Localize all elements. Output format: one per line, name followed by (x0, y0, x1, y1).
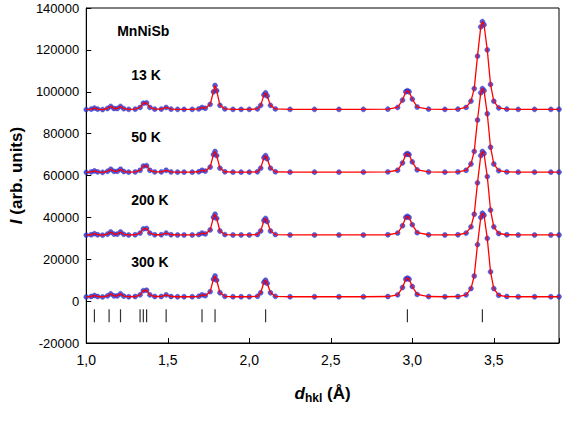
svg-text:13 K: 13 K (131, 67, 161, 83)
svg-text:3,0: 3,0 (403, 352, 423, 368)
svg-text:3,5: 3,5 (484, 352, 504, 368)
svg-text:120000: 120000 (36, 42, 79, 57)
svg-text:2,0: 2,0 (240, 352, 260, 368)
svg-text:(arb. units): (arb. units) (7, 127, 26, 220)
svg-text:1,0: 1,0 (77, 352, 97, 368)
svg-text:100000: 100000 (36, 84, 79, 99)
svg-text:50 K: 50 K (131, 129, 161, 145)
svg-text:2,5: 2,5 (321, 352, 341, 368)
svg-text:80000: 80000 (43, 126, 79, 141)
svg-text:MnNiSb: MnNiSb (117, 23, 169, 39)
svg-text:1,5: 1,5 (158, 352, 178, 368)
svg-text:200 K: 200 K (131, 192, 168, 208)
svg-text:60000: 60000 (43, 168, 79, 183)
svg-text:40000: 40000 (43, 210, 79, 225)
svg-text:-20000: -20000 (39, 336, 79, 351)
svg-text:hkl: hkl (305, 391, 322, 405)
svg-text:(Å): (Å) (322, 384, 350, 403)
svg-text:d: d (295, 384, 306, 403)
svg-text:300 K: 300 K (131, 254, 168, 270)
svg-text:20000: 20000 (43, 252, 79, 267)
svg-text:I: I (7, 219, 26, 225)
svg-text:0: 0 (72, 294, 79, 309)
svg-text:140000: 140000 (36, 1, 79, 16)
